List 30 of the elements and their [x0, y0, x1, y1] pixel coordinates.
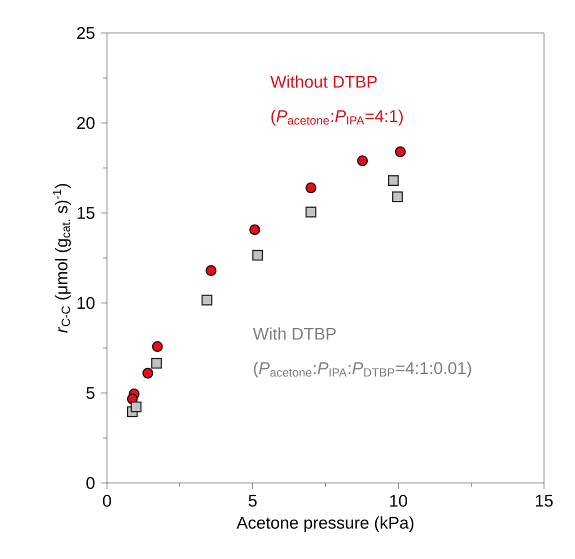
point	[152, 341, 163, 352]
x-tick-label: 5	[248, 494, 257, 507]
point	[388, 175, 399, 186]
annotation: With DTBP	[252, 327, 336, 340]
point	[142, 368, 154, 379]
x-tick-label: 0	[102, 494, 112, 507]
point	[249, 224, 260, 236]
point	[394, 146, 406, 158]
point	[151, 358, 162, 369]
point	[306, 182, 316, 194]
y-tick-label: 25	[77, 26, 94, 39]
y-tick-label: 10	[78, 296, 95, 309]
point	[392, 191, 403, 202]
y-tick-label: 5	[86, 387, 94, 399]
x-tick-label: 10	[390, 494, 408, 507]
point	[306, 206, 316, 218]
annotation: Without DTBP	[270, 75, 377, 88]
x-axis-title: Acetone pressure (kPa)	[236, 516, 414, 532]
annotation: (P$_{acetone}$:P$_{IPA}$=4:1)	[271, 110, 403, 126]
point	[252, 250, 264, 261]
point	[202, 294, 212, 306]
point	[206, 265, 216, 276]
x-tick-label: 15	[536, 494, 553, 507]
point	[130, 401, 142, 412]
y-tick-label: 15	[78, 207, 94, 219]
point	[357, 155, 368, 166]
y-axis-title: r$_{C-C}$ (μmol (g$_{cat.}$ s)$^{-1}$)	[52, 184, 71, 333]
text: (P$_{acetone}$:P$_{IPA}$:P$_{DTBP}$=4:1:0.01)	[254, 362, 472, 378]
y-tick-label: 20	[77, 116, 95, 129]
y-tick-label: 0	[86, 476, 95, 489]
